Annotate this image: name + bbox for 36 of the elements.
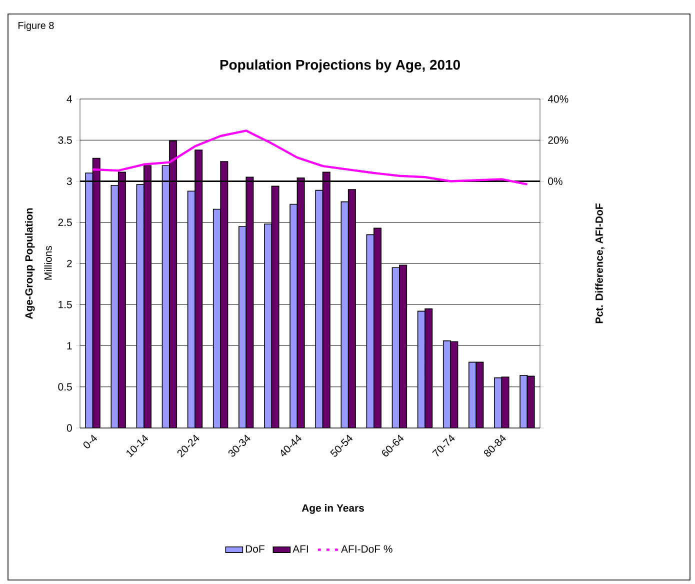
y2-tick-label: 40% [548,95,568,103]
bar [110,184,119,428]
y-tick-label: 1.5 [58,300,72,308]
legend-label: AFI-DoF % [341,545,392,553]
bar [424,308,433,428]
bar [340,201,349,428]
bar [315,190,324,428]
bar [348,189,356,428]
y-tick-label: 4 [66,95,72,103]
bar [290,204,298,428]
y2-tick-label: 20% [548,136,568,144]
y2-tick-label: 0% [548,178,562,185]
bar [264,224,272,428]
y2-axis-title: Pct. Difference, AFI-DoF [595,204,604,324]
line-series [92,130,528,186]
x-tick-label: 0-4 [83,434,98,448]
bar [271,186,280,428]
legend-label: DoF [246,545,264,553]
y-tick-label: 3 [66,178,72,185]
bar [187,190,196,428]
bar [136,184,144,428]
x-axis-title: Age in Years [302,504,364,514]
y-tick-label: 2 [67,260,72,268]
legend-label: AFI [292,545,308,553]
bar [417,310,426,428]
y-tick-label: 0.5 [58,383,72,391]
bar [366,234,374,428]
y-tick-label: 3.5 [58,136,72,144]
caption: Figure 8 [18,22,54,31]
chart-title: Population Projections by Age, 2010 [220,59,460,73]
y-tick-label: 2.5 [58,218,72,226]
y-axis-title: Age-Group Population [24,208,35,320]
y-tick-label: 1 [67,342,72,350]
y-tick-label: 0 [66,424,72,432]
text: Millions [44,246,52,280]
bar [392,267,400,428]
